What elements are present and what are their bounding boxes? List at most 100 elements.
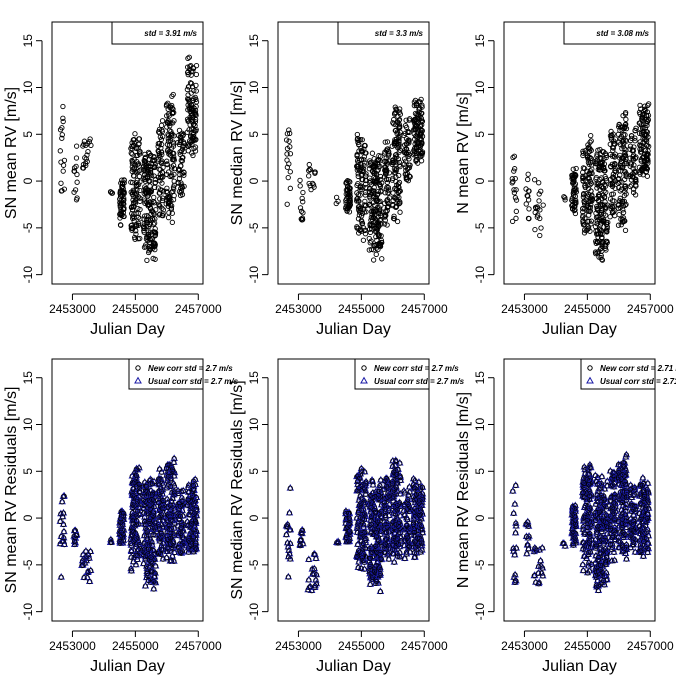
data-point [602, 168, 608, 174]
data-point [59, 135, 65, 141]
data-point [147, 168, 154, 174]
data-point [189, 114, 196, 121]
data-point [362, 198, 368, 205]
data-point [382, 139, 388, 145]
data-point [306, 180, 312, 187]
data-point [135, 210, 141, 217]
y-tick-label: 15 [21, 34, 35, 48]
data-point [130, 187, 136, 193]
data-point [117, 222, 124, 228]
data-point [586, 161, 592, 167]
data-point [609, 191, 615, 197]
y-tick-label: 10 [473, 81, 487, 95]
data-point [368, 160, 374, 167]
data-point [570, 190, 576, 196]
data-point [132, 162, 138, 168]
data-point [415, 134, 421, 141]
data-point [74, 171, 80, 178]
data-point [119, 177, 125, 183]
data-point [184, 64, 191, 70]
data-point [145, 229, 152, 235]
data-point [406, 164, 413, 171]
data-point [588, 138, 594, 144]
data-point [128, 150, 134, 156]
data-point [394, 194, 400, 200]
legend-box [337, 21, 430, 45]
data-point [354, 163, 360, 169]
data-point [131, 165, 137, 171]
y-tick-label: -10 [21, 266, 35, 284]
data-point [354, 224, 360, 230]
data-point [370, 222, 377, 228]
data-point [392, 127, 398, 134]
data-point [184, 86, 191, 93]
data-point [371, 199, 377, 205]
data-point [130, 189, 136, 196]
data-point [346, 191, 352, 198]
data-point [164, 158, 170, 164]
data-point [598, 210, 605, 216]
data-point [164, 141, 171, 148]
data-point [284, 131, 291, 137]
data-point [573, 165, 579, 172]
data-point [155, 185, 161, 191]
data-point [358, 166, 364, 173]
data-point [181, 169, 187, 175]
data-point [588, 170, 594, 176]
data-point [524, 193, 530, 199]
data-point [584, 203, 590, 209]
data-point [511, 190, 518, 196]
data-point [355, 173, 361, 180]
data-point [378, 221, 384, 227]
y-tick-label: 10 [21, 418, 35, 432]
x-axis-title: Julian Day [316, 658, 391, 675]
data-point [585, 182, 591, 188]
data-point [382, 190, 388, 196]
data-point [283, 137, 290, 143]
data-point [186, 127, 192, 133]
data-point [396, 188, 402, 194]
data-point [190, 107, 196, 114]
data-point [587, 208, 593, 215]
data-point [375, 188, 381, 195]
x-tick-label: 2457000 [627, 302, 674, 316]
data-point [151, 211, 157, 217]
y-axis-title: N mean RV [m/s] [455, 92, 472, 214]
data-point [570, 166, 576, 172]
data-point [411, 147, 417, 154]
data-point [402, 171, 408, 177]
y-tick-label: 10 [247, 418, 261, 432]
data-point [391, 170, 398, 176]
data-point [74, 179, 80, 185]
legend-label: std = 3.3 m/s [375, 29, 424, 38]
data-point [367, 158, 373, 164]
data-point [538, 188, 544, 194]
data-point [160, 212, 166, 219]
data-point [511, 166, 518, 172]
data-point [536, 180, 542, 186]
y-tick-label: 0 [247, 514, 261, 521]
data-point [384, 207, 390, 214]
data-point [377, 198, 383, 204]
data-point [131, 173, 137, 179]
data-point [73, 143, 80, 149]
data-point [384, 139, 391, 145]
data-point [413, 100, 420, 107]
data-point [382, 214, 388, 220]
data-point [572, 207, 578, 213]
data-point [119, 183, 125, 190]
data-point [144, 193, 151, 200]
data-point [147, 169, 154, 176]
data-point [594, 218, 600, 224]
data-point [193, 88, 199, 94]
data-point [370, 165, 377, 171]
data-point [367, 222, 373, 229]
data-point [358, 156, 365, 162]
x-tick-label: 2457000 [175, 302, 222, 316]
data-point [147, 153, 154, 159]
data-point [134, 182, 140, 188]
data-point [536, 191, 542, 197]
data-point [587, 182, 593, 188]
data-point [285, 174, 291, 181]
